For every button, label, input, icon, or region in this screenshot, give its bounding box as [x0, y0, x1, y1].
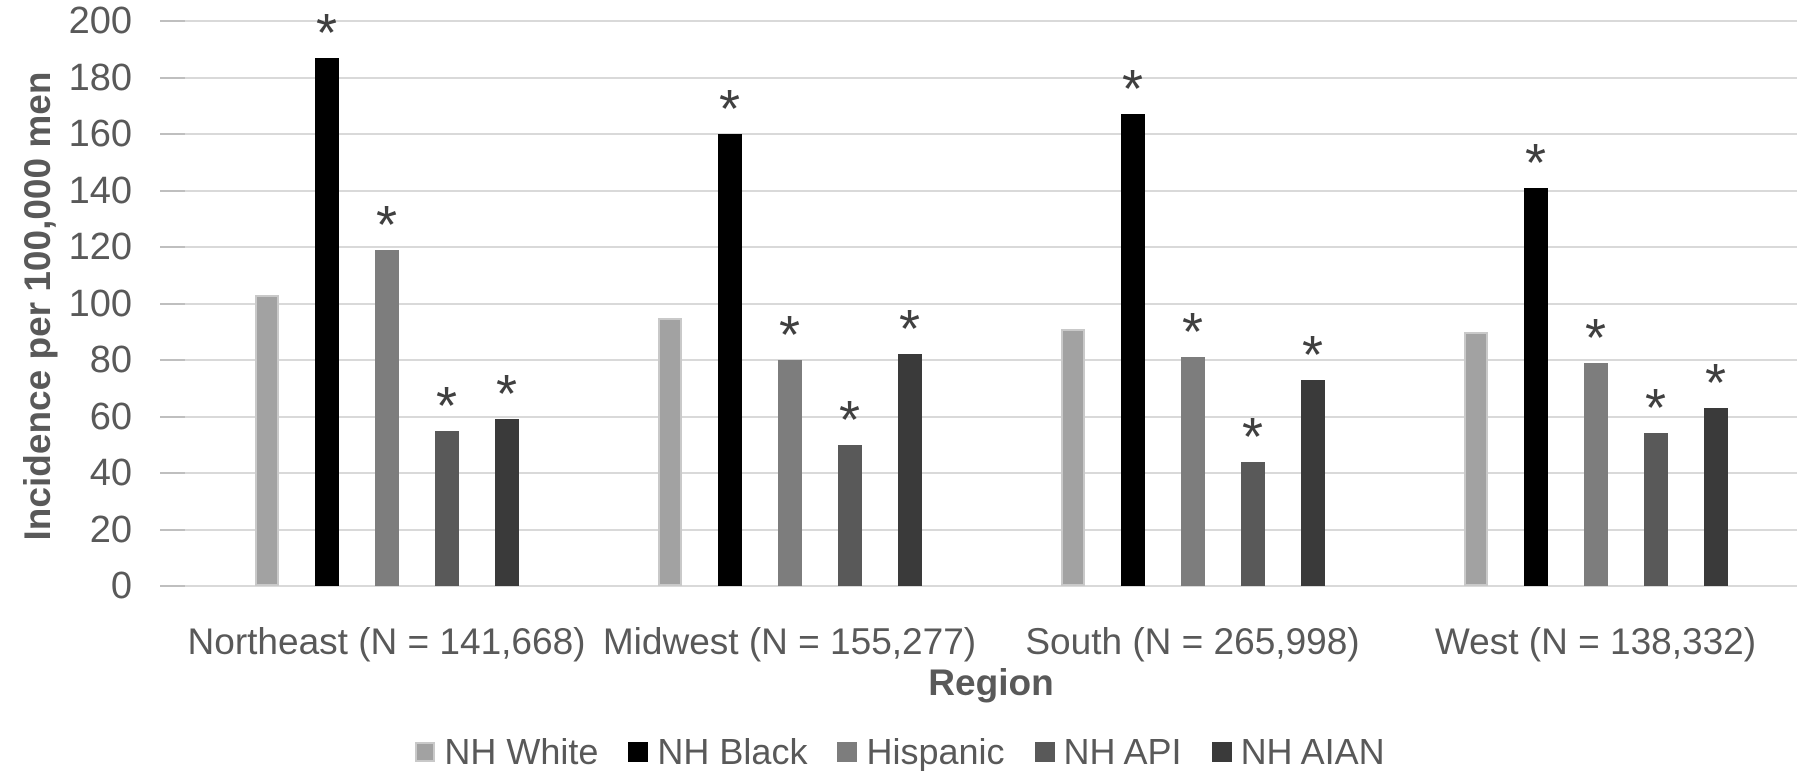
- significance-asterisk: *: [898, 299, 920, 360]
- bar-nh-black-1: [314, 57, 339, 586]
- significance-asterisk: *: [778, 305, 800, 365]
- legend-item-hispanic: Hispanic: [837, 731, 1005, 771]
- legend-swatch-hispanic: [837, 742, 858, 762]
- bar-nh-white-3: [1060, 328, 1085, 586]
- bar-nh-api-3: [1240, 461, 1265, 586]
- y-axis-tick-60: [160, 415, 185, 418]
- significance-asterisk: *: [1181, 302, 1203, 363]
- significance-asterisk: *: [1524, 132, 1546, 193]
- significance-asterisk: *: [1301, 324, 1323, 385]
- legend-swatch-nh-black: [628, 742, 649, 762]
- y-axis-tick-40: [160, 472, 185, 474]
- significance-asterisk: *: [1704, 353, 1726, 414]
- y-tick-label-20: 20: [89, 508, 132, 551]
- legend-label: NH AIAN: [1240, 731, 1385, 771]
- significance-asterisk: *: [1121, 59, 1143, 120]
- bar-nh-aian-2: [897, 354, 922, 586]
- legend-item-nh-aian: NH AIAN: [1211, 731, 1385, 771]
- x-category-label-4: West (N = 138,332): [1434, 621, 1757, 662]
- y-tick-label-40: 40: [89, 452, 132, 494]
- y-axis-tick-80: [160, 359, 185, 361]
- gridline-100: [185, 302, 1797, 305]
- legend-label: Hispanic: [866, 731, 1005, 771]
- x-category-label-1: Northeast (N = 141,668): [187, 621, 586, 662]
- legend: NH White NH Black Hispanic NH API NH AIAN: [0, 733, 1800, 771]
- gridline-180: [185, 76, 1797, 79]
- y-tick-label-140: 140: [68, 169, 132, 212]
- gridline-200: [185, 20, 1797, 22]
- y-axis-tick-20: [160, 528, 185, 531]
- significance-asterisk: *: [718, 79, 740, 139]
- bar-nh-api-2: [837, 444, 862, 586]
- bar-nh-white-2: [657, 317, 682, 586]
- bar-nh-aian-4: [1703, 408, 1728, 586]
- y-tick-label-180: 180: [68, 56, 132, 99]
- y-tick-label-0: 0: [110, 565, 132, 607]
- significance-asterisk: *: [1584, 307, 1606, 368]
- bar-nh-white-1: [254, 295, 279, 586]
- y-tick-label-160: 160: [68, 113, 132, 155]
- x-axis-title: Region: [928, 662, 1054, 703]
- bar-nh-black-3: [1120, 114, 1145, 586]
- significance-asterisk: *: [435, 375, 457, 436]
- y-axis-tick-140: [160, 189, 185, 192]
- y-axis-tick-0: [160, 585, 185, 587]
- legend-label: NH API: [1063, 731, 1182, 771]
- bar-hispanic-3: [1180, 357, 1205, 586]
- bar-nh-white-4: [1463, 331, 1488, 586]
- gridline-160: [185, 133, 1797, 135]
- legend-swatch-nh-white: [415, 742, 436, 762]
- bar-nh-aian-3: [1300, 379, 1325, 586]
- gridline-40: [185, 472, 1797, 474]
- gridline-120: [185, 246, 1797, 248]
- y-tick-label-120: 120: [68, 226, 132, 268]
- y-axis-tick-100: [160, 302, 185, 305]
- significance-asterisk: *: [838, 389, 860, 450]
- significance-asterisk: *: [1241, 406, 1263, 467]
- gridline-80: [185, 359, 1797, 361]
- gridline-20: [185, 528, 1797, 531]
- y-tick-label-100: 100: [68, 282, 132, 325]
- legend-label: NH Black: [657, 731, 808, 771]
- bar-hispanic-4: [1583, 362, 1608, 586]
- y-axis-tick-160: [160, 133, 185, 135]
- y-tick-label-200: 200: [68, 0, 132, 42]
- legend-item-nh-api: NH API: [1034, 731, 1182, 771]
- gridline-60: [185, 415, 1797, 418]
- y-axis-tick-120: [160, 246, 185, 248]
- gridline-140: [185, 189, 1797, 192]
- bar-nh-black-2: [717, 134, 742, 586]
- bar-nh-aian-1: [494, 419, 519, 586]
- y-axis-tick-180: [160, 76, 185, 79]
- legend-item-nh-black: NH Black: [628, 733, 807, 771]
- gridline-0: [185, 585, 1797, 587]
- y-tick-label-80: 80: [89, 339, 132, 381]
- significance-asterisk: *: [375, 194, 397, 255]
- significance-asterisk: *: [495, 364, 517, 425]
- y-tick-label-60: 60: [89, 395, 132, 438]
- legend-item-nh-white: NH White: [415, 733, 598, 771]
- significance-asterisk: *: [315, 2, 337, 63]
- legend-swatch-nh-aian: [1211, 742, 1232, 762]
- bar-nh-api-1: [434, 430, 459, 586]
- bar-hispanic-2: [777, 360, 802, 586]
- x-category-label-2: Midwest (N = 155,277): [602, 621, 977, 662]
- bar-nh-api-4: [1643, 433, 1668, 586]
- bar-hispanic-1: [374, 249, 399, 586]
- legend-swatch-nh-api: [1034, 742, 1055, 762]
- bar-nh-black-4: [1523, 187, 1548, 586]
- x-category-label-3: South (N = 265,998): [1025, 621, 1360, 662]
- significance-asterisk: *: [1644, 378, 1666, 439]
- y-axis-tick-200: [160, 20, 185, 22]
- legend-label: NH White: [444, 731, 599, 771]
